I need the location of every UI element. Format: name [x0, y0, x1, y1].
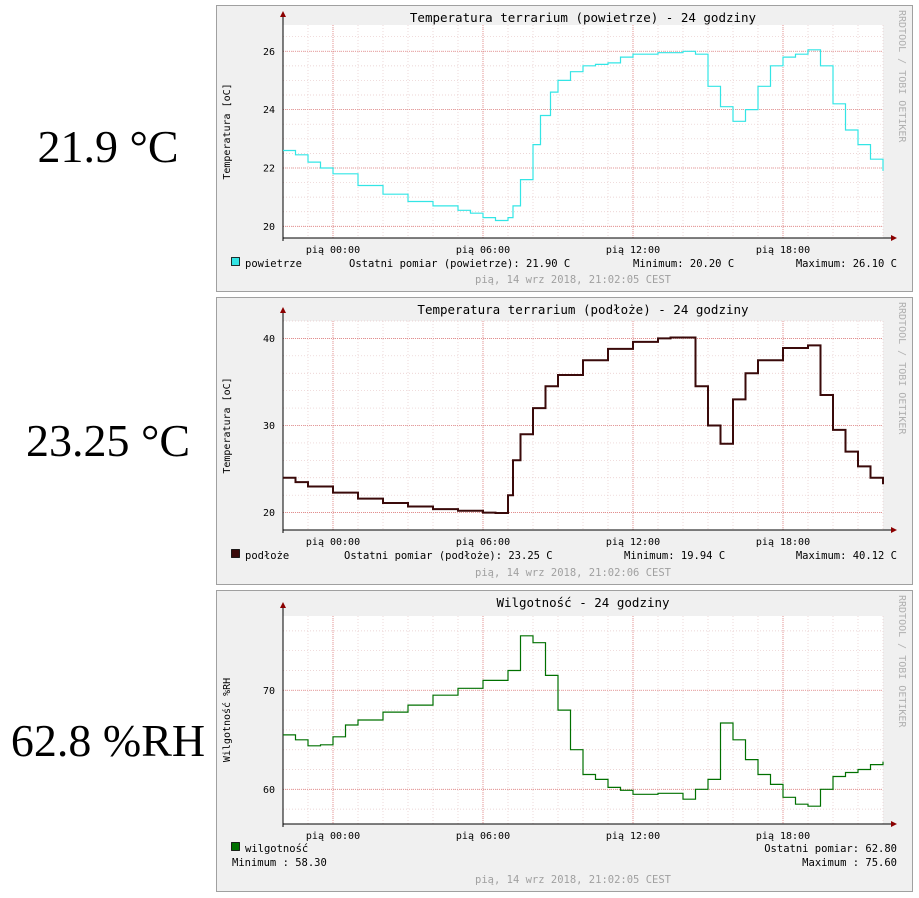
substrate-temperature-graph[interactable]: Temperatura terrarium (podłoże) - 24 god… [216, 297, 913, 585]
timestamp: pią, 14 wrz 2018, 21:02:05 CEST [475, 274, 672, 286]
x-axis-arrow [891, 527, 897, 533]
y-tick-label: 30 [263, 421, 275, 432]
x-axis-arrow [891, 235, 897, 241]
x-tick-label: pią 18:00 [756, 537, 810, 548]
chart-title: Temperatura terrarium (powietrze) - 24 g… [410, 10, 757, 25]
y-axis-label: Wilgotność %RH [221, 678, 233, 762]
chart-title: Wilgotność - 24 godziny [496, 595, 670, 610]
x-tick-label: pią 06:00 [456, 245, 510, 256]
chart-title: Temperatura terrarium (podłoże) - 24 god… [417, 302, 749, 317]
x-tick-label: pią 00:00 [306, 831, 360, 842]
y-tick-label: 20 [263, 508, 275, 519]
y-axis-label: Temperatura [oC] [222, 377, 233, 473]
y-tick-label: 20 [263, 222, 275, 233]
humidity-readout: 62.8 %RH [10, 715, 206, 766]
timestamp: pią, 14 wrz 2018, 21:02:05 CEST [475, 874, 672, 886]
y-tick-label: 40 [263, 334, 275, 345]
legend-label: powietrze [245, 258, 302, 270]
y-axis-arrow [280, 11, 286, 17]
x-tick-label: pią 12:00 [606, 831, 660, 842]
watermark: RRDTOOL / TOBI OETIKER [896, 10, 907, 143]
substrate-temperature-readout: 23.25 °C [25, 415, 191, 466]
x-tick-label: pią 18:00 [756, 245, 810, 256]
y-axis-arrow [280, 307, 286, 313]
legend-last-value: Ostatni pomiar (podłoże): 23.25 C [344, 550, 553, 562]
x-tick-label: pią 06:00 [456, 831, 510, 842]
y-axis-label: Temperatura [oC] [222, 83, 233, 179]
legend-label: podłoże [245, 550, 289, 562]
legend-minimum: Minimum : 58.30 [232, 857, 327, 869]
x-tick-label: pią 00:00 [306, 537, 360, 548]
legend-minimum: Minimum: 20.20 C [633, 258, 734, 270]
humidity-graph[interactable]: Wilgotność - 24 godziny RRDTOOL / TOBI OE… [216, 590, 913, 892]
legend-swatch [231, 257, 240, 266]
y-tick-label: 22 [263, 163, 275, 174]
timestamp: pią, 14 wrz 2018, 21:02:06 CEST [475, 567, 672, 579]
x-tick-label: pią 18:00 [756, 831, 810, 842]
y-axis-arrow [280, 602, 286, 608]
legend-swatch [231, 549, 240, 558]
x-tick-label: pią 00:00 [306, 245, 360, 256]
watermark: RRDTOOL / TOBI OETIKER [896, 595, 907, 728]
y-tick-label: 26 [263, 47, 275, 58]
legend-last-value: Ostatni pomiar: 62.80 [764, 843, 897, 855]
legend-minimum: Minimum: 19.94 C [624, 550, 725, 562]
air-temperature-graph[interactable]: Temperatura terrarium (powietrze) - 24 g… [216, 5, 913, 292]
legend-maximum: Maximum: 26.10 C [796, 258, 897, 270]
legend-label: wilgotność [245, 843, 308, 855]
series-line [283, 635, 884, 807]
series-line [283, 336, 884, 514]
legend-maximum: Maximum: 40.12 C [796, 550, 897, 562]
x-tick-label: pią 06:00 [456, 537, 510, 548]
y-tick-label: 24 [263, 105, 275, 116]
x-tick-label: pią 12:00 [606, 245, 660, 256]
y-tick-label: 70 [263, 686, 275, 697]
x-axis-arrow [891, 821, 897, 827]
x-tick-label: pią 12:00 [606, 537, 660, 548]
legend-maximum: Maximum : 75.60 [802, 857, 897, 869]
air-temperature-readout: 21.9 °C [37, 121, 179, 172]
legend-last-value: Ostatni pomiar (powietrze): 21.90 C [349, 258, 570, 270]
legend-swatch [231, 842, 240, 851]
watermark: RRDTOOL / TOBI OETIKER [896, 302, 907, 435]
y-tick-label: 60 [263, 785, 275, 796]
series-line [283, 49, 884, 222]
